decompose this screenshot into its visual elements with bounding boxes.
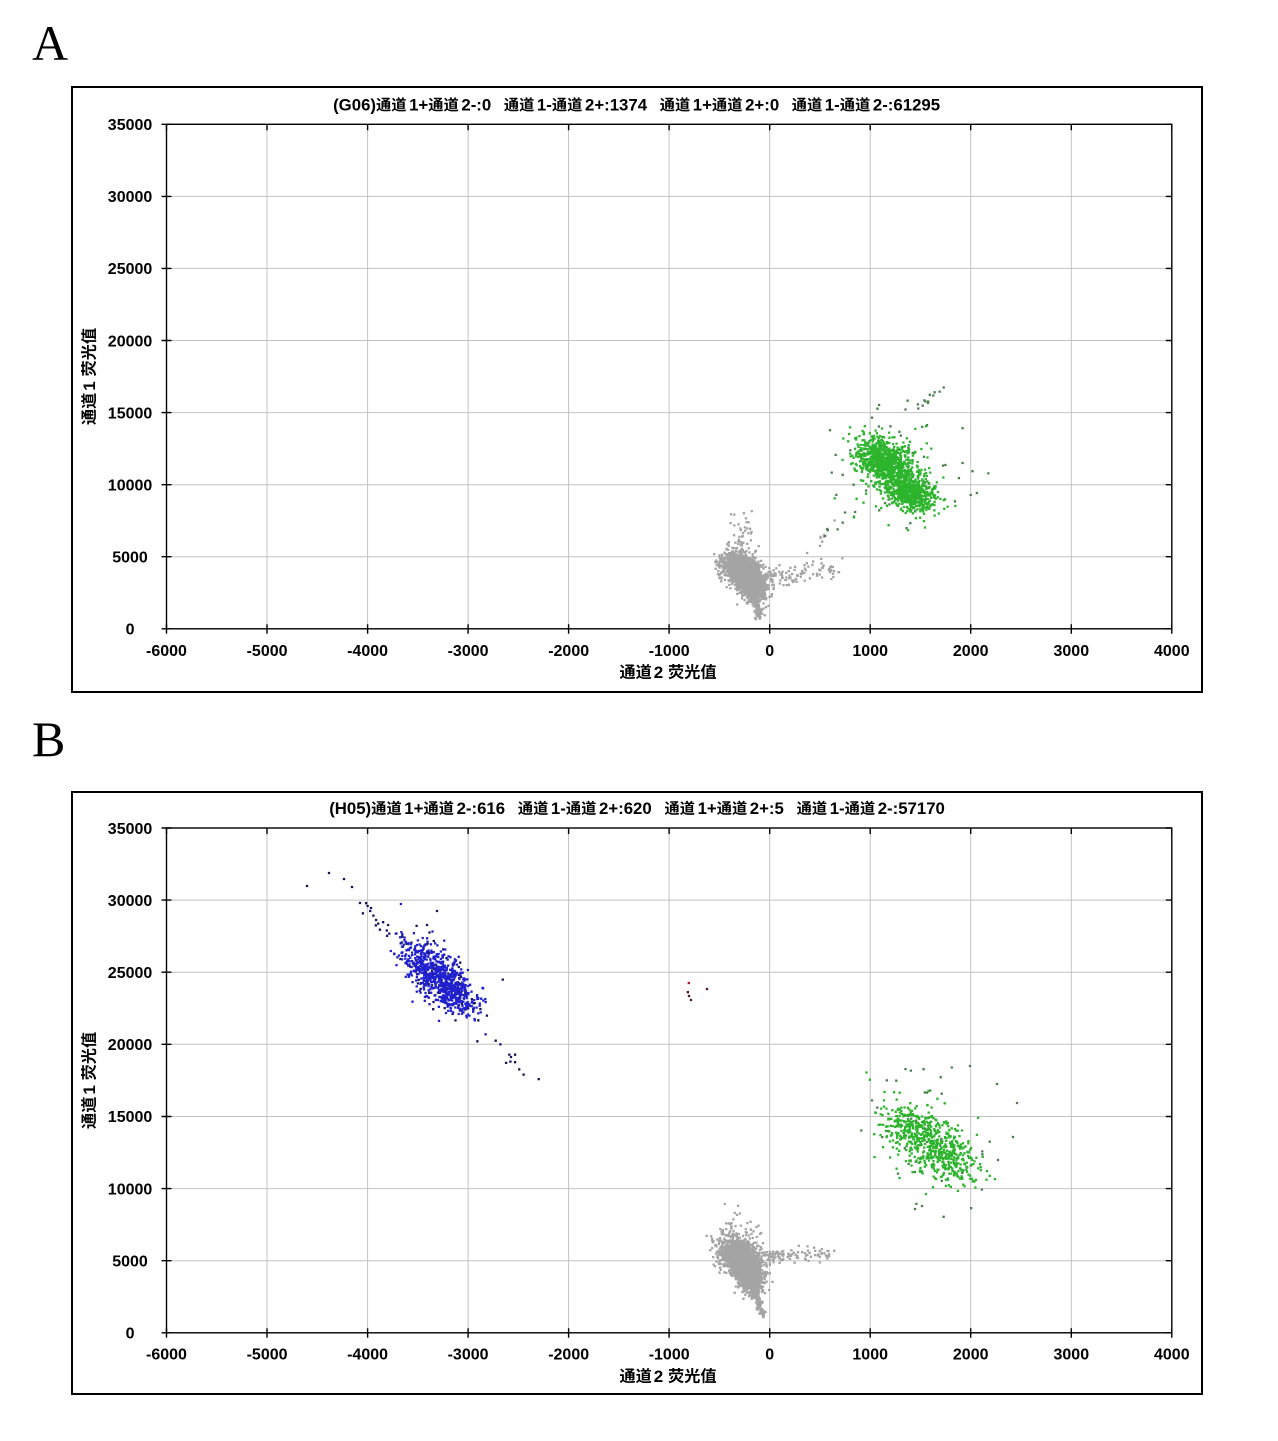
svg-text:2-:61295: 2-:61295 [873,96,940,115]
svg-text:1+: 1+ [698,799,717,818]
svg-text:25000: 25000 [108,965,153,982]
svg-text:2: 2 [654,1367,663,1386]
svg-text:15000: 15000 [108,1109,153,1126]
svg-text:35000: 35000 [108,821,153,838]
svg-text:-1000: -1000 [649,1346,690,1363]
svg-text:1: 1 [80,381,99,390]
svg-text:3000: 3000 [1054,1346,1090,1363]
svg-text:2-:616: 2-:616 [457,799,506,818]
svg-text:20000: 20000 [108,1037,153,1054]
svg-text:A: A [32,15,68,71]
svg-text:1-: 1- [830,799,845,818]
svg-text:(G06): (G06) [333,96,376,115]
svg-text:-4000: -4000 [347,1346,388,1363]
svg-text:0: 0 [765,643,774,660]
svg-text:2000: 2000 [953,643,989,660]
svg-text:-2000: -2000 [548,1346,589,1363]
svg-text:35000: 35000 [108,117,153,134]
svg-text:1+: 1+ [404,799,423,818]
svg-text:1+: 1+ [409,96,428,115]
svg-text:(H05): (H05) [329,799,371,818]
svg-text:-3000: -3000 [448,643,489,660]
svg-text:2-:57170: 2-:57170 [878,799,945,818]
svg-text:-5000: -5000 [247,643,288,660]
svg-text:5000: 5000 [112,1253,148,1270]
svg-text:10000: 10000 [108,477,153,494]
svg-text:2+:620: 2+:620 [599,799,652,818]
svg-text:1-: 1- [825,96,840,115]
svg-text:15000: 15000 [108,405,153,422]
svg-text:3000: 3000 [1054,643,1090,660]
svg-text:20000: 20000 [108,333,153,350]
svg-text:1000: 1000 [852,1346,888,1363]
svg-text:0: 0 [126,1326,135,1343]
svg-text:30000: 30000 [108,893,153,910]
svg-text:-6000: -6000 [146,643,187,660]
svg-text:1+: 1+ [693,96,712,115]
svg-text:1-: 1- [537,96,552,115]
svg-text:B: B [32,711,65,767]
svg-text:2-:0: 2-:0 [461,96,491,115]
svg-text:1000: 1000 [852,643,888,660]
svg-text:-2000: -2000 [548,643,589,660]
svg-text:-5000: -5000 [247,1346,288,1363]
svg-text:1-: 1- [551,799,566,818]
svg-text:2+:1374: 2+:1374 [585,96,648,115]
svg-text:2: 2 [654,663,663,682]
svg-text:-4000: -4000 [347,643,388,660]
svg-text:4000: 4000 [1154,643,1190,660]
svg-text:0: 0 [126,622,135,639]
svg-text:-6000: -6000 [146,1346,187,1363]
svg-text:30000: 30000 [108,189,153,206]
svg-text:2000: 2000 [953,1346,989,1363]
svg-text:2+:5: 2+:5 [750,799,784,818]
svg-text:10000: 10000 [108,1181,153,1198]
svg-text:25000: 25000 [108,261,153,278]
svg-text:-3000: -3000 [448,1346,489,1363]
svg-text:-1000: -1000 [649,643,690,660]
svg-text:4000: 4000 [1154,1346,1190,1363]
svg-text:2+:0: 2+:0 [745,96,779,115]
svg-text:1: 1 [80,1085,99,1094]
svg-text:5000: 5000 [112,550,148,567]
svg-text:0: 0 [765,1346,774,1363]
